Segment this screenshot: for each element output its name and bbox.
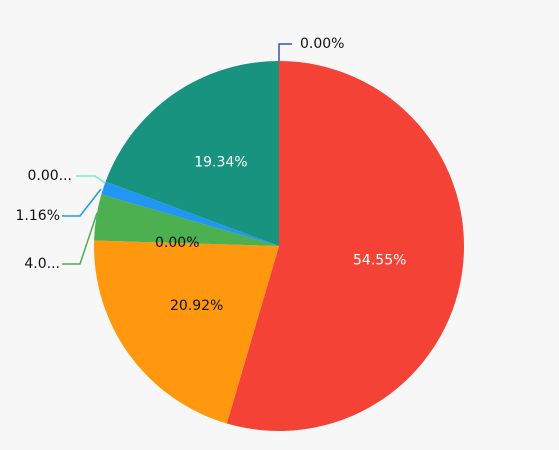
leader-line: [62, 212, 98, 265]
pie-slice: [226, 61, 464, 431]
data-label: 1.16%: [16, 208, 60, 224]
leader-line: [62, 188, 102, 217]
data-label: 20.92%: [170, 298, 223, 314]
data-label: 0.00...: [27, 168, 72, 184]
pie-slice: [93, 240, 279, 424]
data-label: 0.00%: [155, 235, 199, 251]
data-label: 0.00%: [300, 36, 344, 52]
pie-slice: [105, 61, 279, 246]
data-label: 4.0...: [24, 256, 60, 272]
data-label: 54.55%: [353, 252, 406, 268]
pie-slice: [94, 194, 279, 246]
pie-slice: [101, 181, 279, 246]
leader-line: [76, 175, 106, 184]
data-label: 19.34%: [194, 154, 247, 170]
leader-line: [278, 43, 292, 61]
